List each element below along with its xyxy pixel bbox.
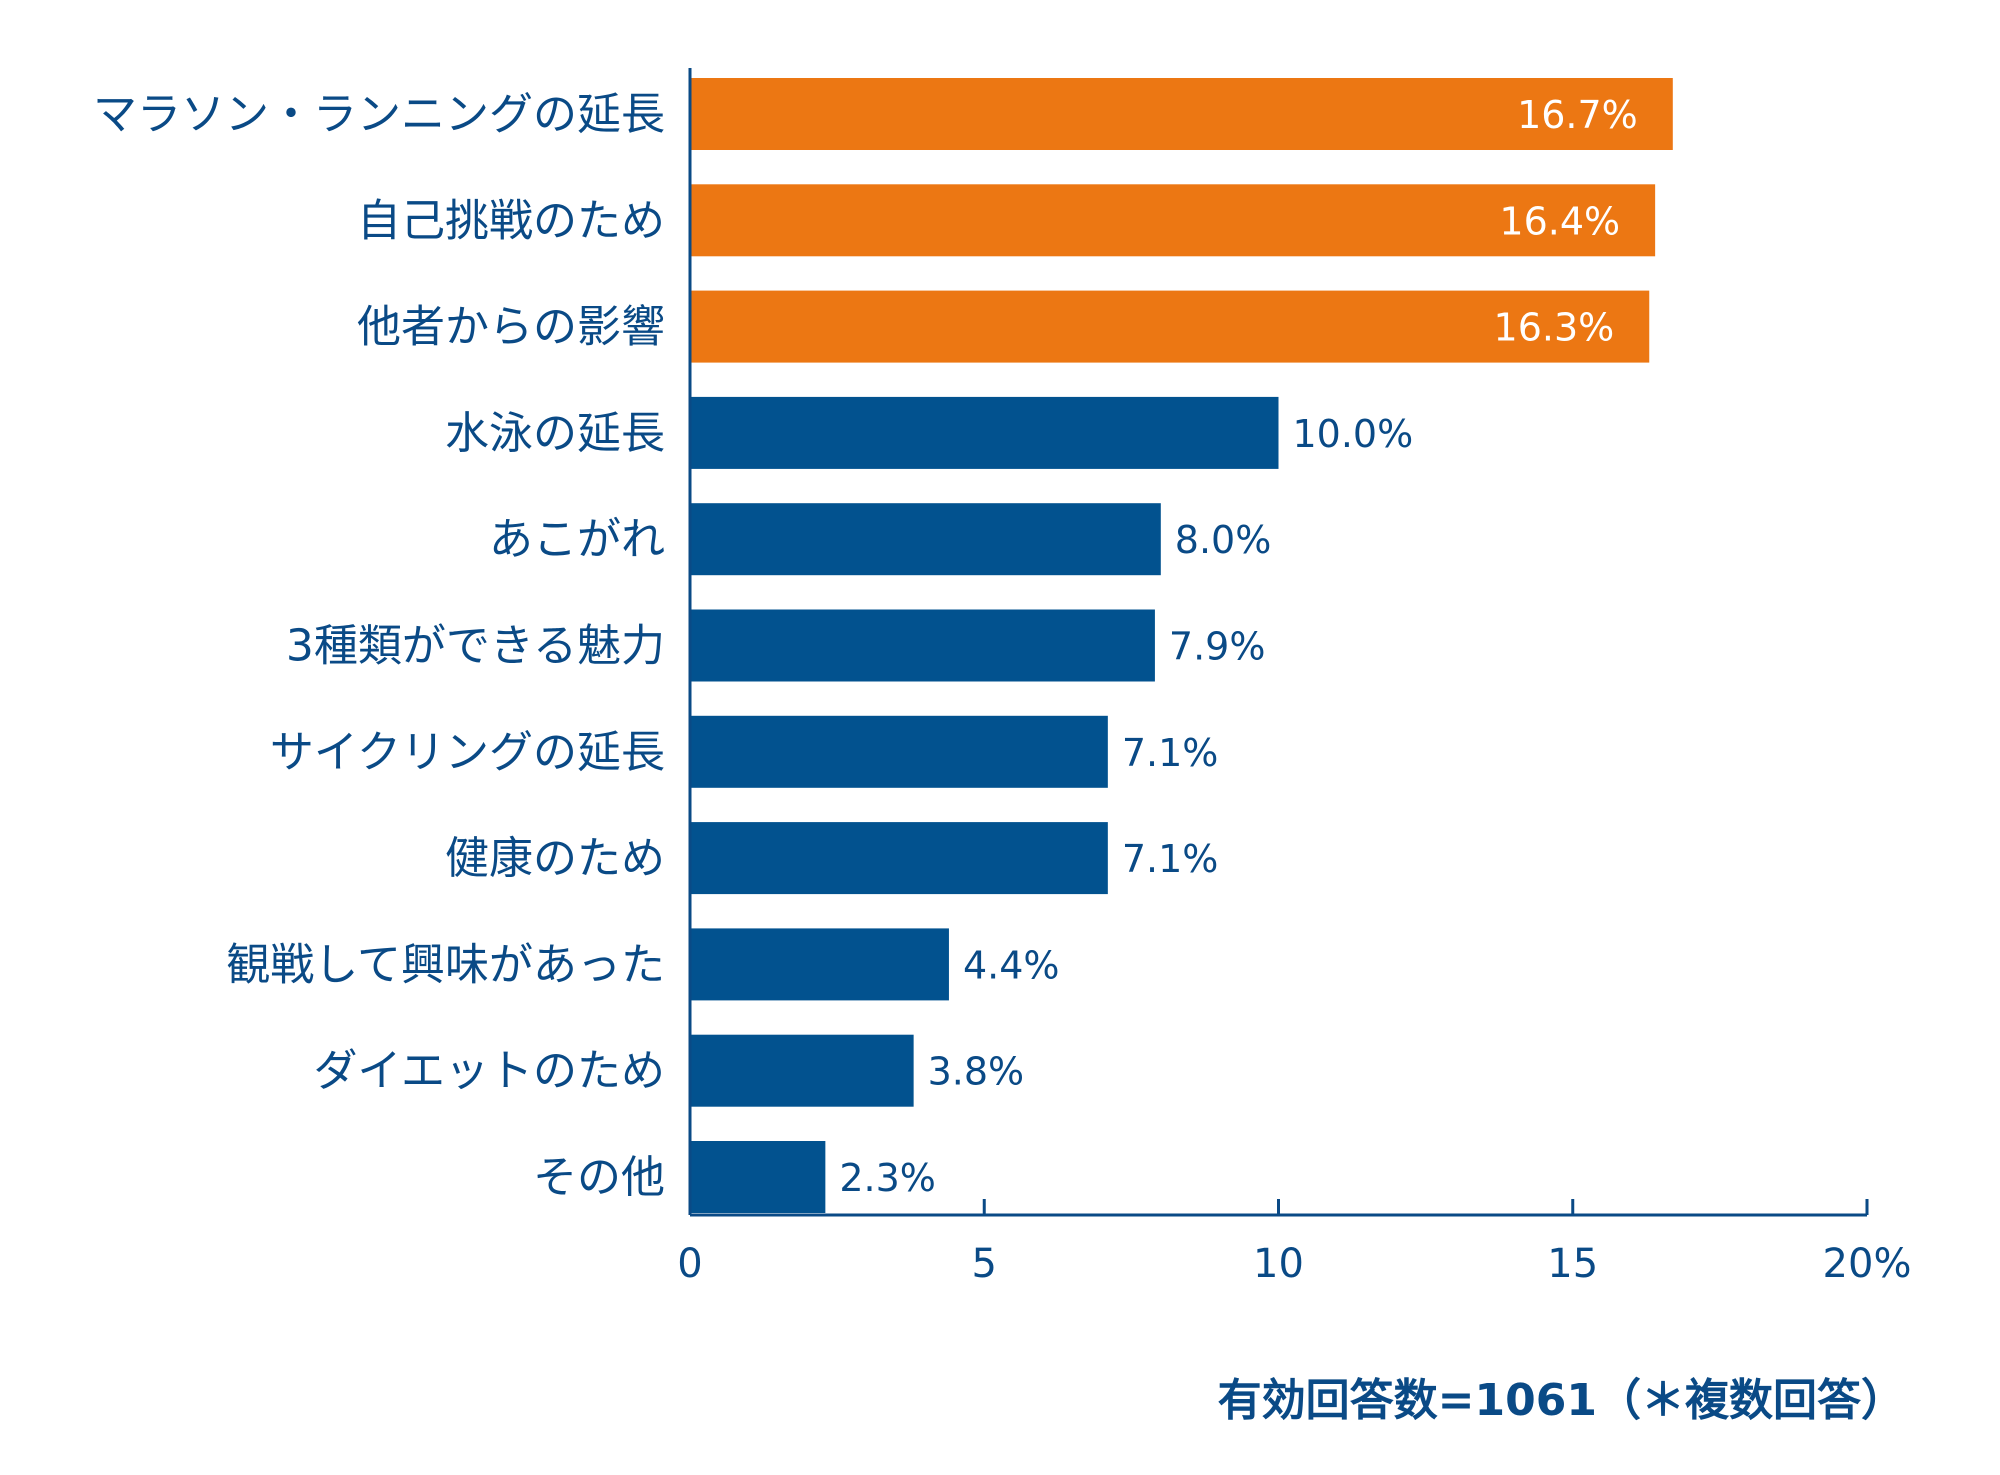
value-label: 7.9% <box>1169 625 1266 669</box>
value-label: 4.4% <box>963 943 1060 987</box>
x-tick-label: 15 <box>1547 1241 1598 1287</box>
bar-1 <box>690 78 1673 150</box>
value-label: 3.8% <box>928 1050 1025 1094</box>
value-labels-group: 16.7% 16.4% 16.3% 10.0% 8.0% 7.9% 7.1% 7.1% 4.4%… <box>839 93 1637 1200</box>
value-label: 16.4% <box>1499 199 1620 243</box>
category-label: 3種類ができる魅力 <box>286 621 665 672</box>
bar-5 <box>690 503 1161 576</box>
bar-7 <box>690 715 1108 788</box>
bar-2 <box>690 184 1656 257</box>
bar-4 <box>690 396 1279 469</box>
x-tick-label: 10 <box>1253 1241 1304 1287</box>
bar-11 <box>690 1141 826 1213</box>
category-label: サイクリングの延長 <box>270 727 665 778</box>
x-tick-label: 20% <box>1823 1241 1912 1287</box>
category-label: 他者からの影響 <box>357 302 665 353</box>
category-label: その他 <box>533 1152 665 1203</box>
bars-group <box>690 78 1673 1213</box>
value-label: 7.1% <box>1122 731 1219 775</box>
category-label: 健康のため <box>445 833 665 884</box>
x-ticks-group: 0 5 10 15 20% <box>677 1199 1911 1287</box>
category-label: 自己挑戦のため <box>357 195 665 246</box>
sample-size-note: 有効回答数=1061（＊複数回答） <box>1218 1375 1905 1426</box>
bar-8 <box>690 822 1108 895</box>
bar-10 <box>690 1034 914 1107</box>
category-label: 観戦して興味があった <box>226 939 665 990</box>
value-label: 2.3% <box>839 1156 936 1200</box>
value-label: 16.3% <box>1494 306 1615 350</box>
category-label: ダイエットのため <box>313 1046 665 1097</box>
value-label: 8.0% <box>1175 518 1272 562</box>
bar-3 <box>690 290 1650 363</box>
x-tick-label: 0 <box>677 1241 702 1287</box>
category-label: マラソン・ランニングの延長 <box>93 89 665 140</box>
value-label: 16.7% <box>1517 93 1638 137</box>
value-label: 10.0% <box>1293 412 1414 456</box>
bar-9 <box>690 928 949 1001</box>
x-tick-label: 5 <box>972 1241 997 1287</box>
value-label: 7.1% <box>1122 837 1219 881</box>
bar-6 <box>690 609 1155 682</box>
category-label: あこがれ <box>489 514 665 565</box>
category-label: 水泳の延長 <box>445 408 665 459</box>
